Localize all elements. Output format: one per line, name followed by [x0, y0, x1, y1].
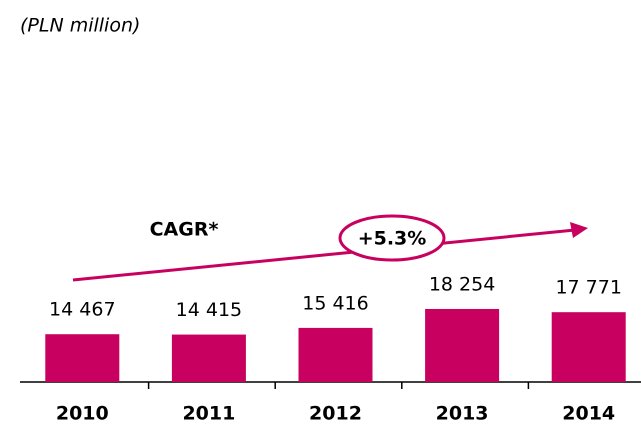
bar — [425, 308, 500, 382]
value-label: 18 254 — [429, 273, 495, 295]
bar — [551, 312, 626, 382]
value-label: 17 771 — [555, 277, 621, 299]
x-tick-label: 2012 — [309, 403, 362, 425]
arrow-head — [570, 222, 588, 238]
x-tick-label: 2013 — [436, 403, 489, 425]
x-tick-label: 2010 — [56, 403, 109, 425]
value-label: 14 467 — [49, 299, 115, 321]
x-tick-label: 2011 — [182, 403, 235, 425]
bar — [45, 334, 120, 382]
cagr-label: CAGR* — [150, 219, 219, 241]
bar — [298, 327, 373, 382]
value-label: 15 416 — [302, 292, 368, 314]
cagr-ellipse — [338, 214, 446, 262]
trend-arrow — [72, 228, 576, 282]
chart-subtitle: (PLN million) — [20, 15, 140, 37]
cagr-value: +5.3% — [358, 228, 427, 250]
x-tick-label: 2014 — [562, 403, 615, 425]
bar — [171, 334, 246, 382]
value-label: 14 415 — [176, 299, 242, 321]
